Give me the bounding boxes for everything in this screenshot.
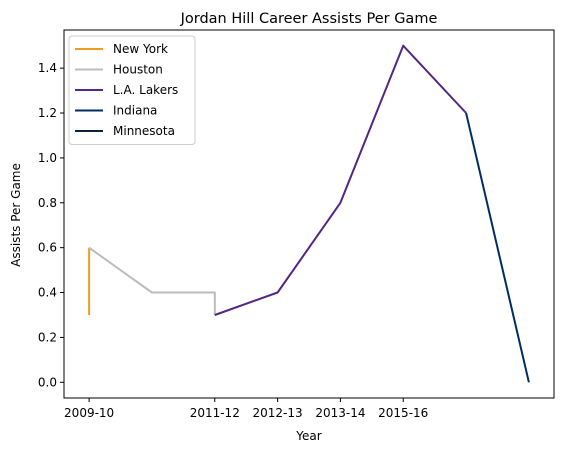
series-line-3	[465, 112, 530, 383]
chart-title: Jordan Hill Career Assists Per Game	[180, 11, 438, 27]
y-tick-label: 0.4	[38, 286, 57, 300]
series-line-1	[88, 246, 216, 315]
y-axis-label: Assists Per Game	[9, 163, 23, 267]
y-tick-label: 0.0	[38, 375, 57, 389]
series-line-2	[214, 44, 467, 316]
y-tick-label: 1.2	[38, 106, 57, 120]
plot-frame	[63, 29, 555, 399]
x-tick-label: 2015-16	[378, 406, 428, 420]
y-tick-label: 1.4	[38, 61, 57, 75]
y-tick-label: 0.6	[38, 241, 57, 255]
legend-box	[68, 35, 196, 145]
y-tick-label: 0.8	[38, 196, 57, 210]
legend-label: Minnesota	[113, 124, 175, 138]
x-tick-label: 2012-13	[253, 406, 303, 420]
legend-label: New York	[113, 42, 168, 56]
x-tick-label: 2009-10	[64, 406, 114, 420]
legend-label: L.A. Lakers	[113, 83, 178, 97]
y-tick-label: 1.0	[38, 151, 57, 165]
y-tick-label: 0.2	[38, 330, 57, 344]
legend-label: Indiana	[113, 104, 157, 118]
legend-label: Houston	[113, 63, 163, 77]
x-axis-label: Year	[295, 429, 321, 443]
x-tick-label: 2013-14	[315, 406, 365, 420]
x-tick-label: 2011-12	[190, 406, 240, 420]
